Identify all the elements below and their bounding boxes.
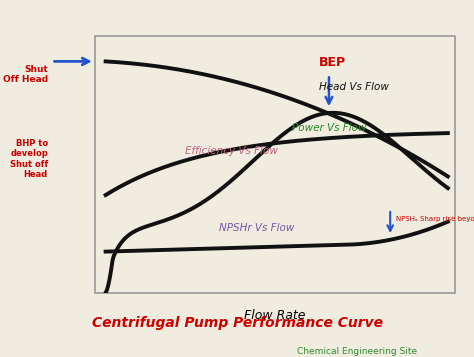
Text: BEP: BEP bbox=[319, 56, 346, 69]
Text: NPSHₐ Sharp rise beyond BEP: NPSHₐ Sharp rise beyond BEP bbox=[396, 216, 474, 222]
Text: Power Vs Flow: Power Vs Flow bbox=[292, 123, 366, 133]
Text: Centrifugal Pump Performance Curve: Centrifugal Pump Performance Curve bbox=[91, 316, 383, 330]
Text: Head Vs Flow: Head Vs Flow bbox=[319, 82, 389, 92]
Text: NPSHr Vs Flow: NPSHr Vs Flow bbox=[219, 223, 295, 233]
Text: Flow Rate: Flow Rate bbox=[244, 310, 306, 322]
Text: Chemical Engineering Site: Chemical Engineering Site bbox=[297, 347, 417, 356]
Text: Efficiency Vs Flow: Efficiency Vs Flow bbox=[185, 146, 278, 156]
Text: Shut
Off Head: Shut Off Head bbox=[3, 65, 48, 84]
Text: BHP to
develop
Shut off
Head: BHP to develop Shut off Head bbox=[10, 139, 48, 179]
